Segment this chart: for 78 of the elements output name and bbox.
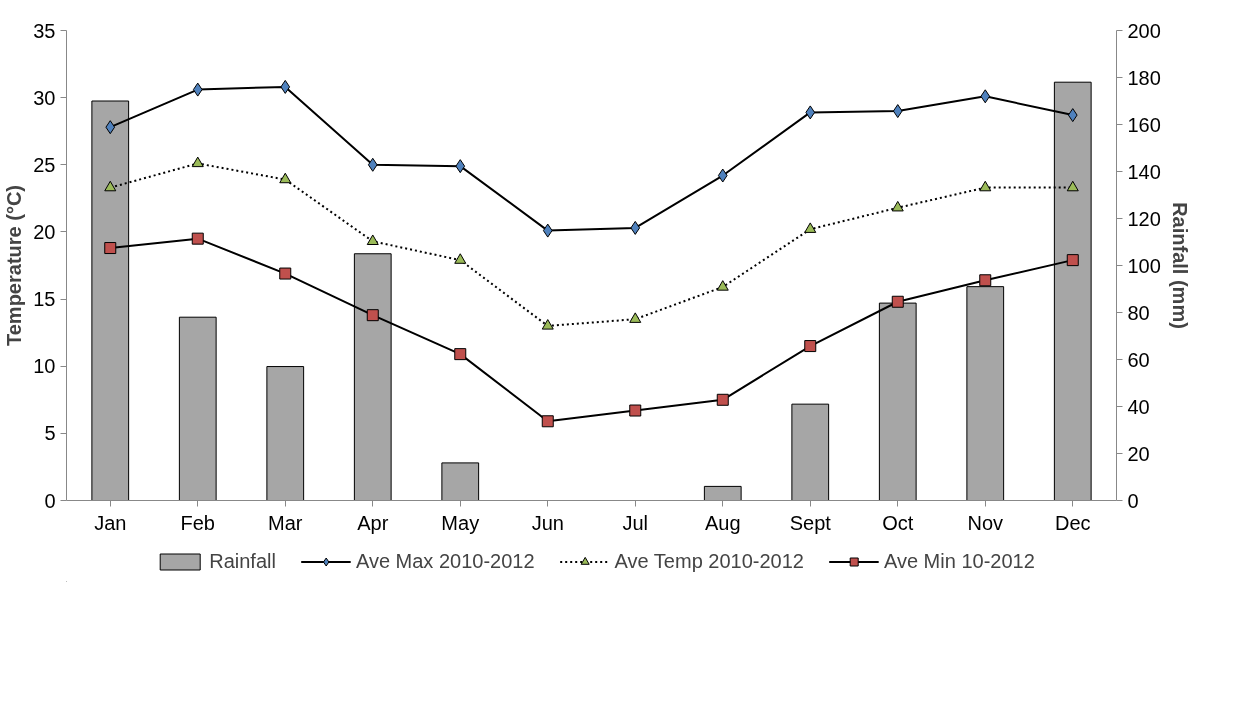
point bbox=[892, 104, 903, 119]
point bbox=[541, 415, 554, 428]
point bbox=[804, 340, 817, 353]
point bbox=[979, 180, 992, 192]
point bbox=[1066, 254, 1079, 267]
point bbox=[630, 220, 641, 235]
bar bbox=[703, 485, 742, 501]
point bbox=[629, 312, 642, 323]
legend-label: Rainfall bbox=[209, 549, 276, 573]
y-tick-label: 0 bbox=[44, 489, 56, 512]
y2-tick-label: 140 bbox=[1127, 160, 1161, 183]
point bbox=[105, 120, 116, 135]
point bbox=[191, 156, 204, 168]
point bbox=[366, 309, 379, 322]
y-tick-label: 5 bbox=[44, 422, 56, 445]
y-tick-label: 25 bbox=[33, 153, 56, 176]
bar bbox=[178, 316, 217, 501]
x-tick-label: Sept bbox=[789, 511, 832, 534]
x-tick-label: Feb bbox=[180, 511, 215, 534]
point bbox=[891, 200, 904, 212]
y2-axis-title: Rainfall (mm) bbox=[1168, 202, 1191, 329]
y2-tick-label: 120 bbox=[1127, 207, 1161, 230]
x-tick-label: Jul bbox=[622, 511, 649, 534]
x-tick-label: Apr bbox=[357, 511, 389, 534]
point bbox=[191, 232, 204, 245]
x-tick-label: Jan bbox=[94, 511, 127, 534]
point bbox=[454, 348, 467, 361]
legend-label: Ave Min 10-2012 bbox=[883, 549, 1035, 573]
point bbox=[805, 105, 816, 120]
x-tick-label: Dec bbox=[1054, 511, 1091, 534]
y2-tick-label: 180 bbox=[1127, 66, 1161, 89]
y2-tick-label: 200 bbox=[1127, 19, 1161, 42]
bar bbox=[266, 366, 305, 501]
point bbox=[891, 295, 904, 308]
y2-tick-label: 20 bbox=[1127, 442, 1150, 465]
x-tick-label: Mar bbox=[268, 511, 303, 534]
point bbox=[980, 89, 991, 104]
y-tick-label: 20 bbox=[33, 220, 56, 243]
point bbox=[104, 242, 117, 255]
legend-label: Ave Max 2010-2012 bbox=[355, 549, 535, 573]
x-tick-label: Nov bbox=[967, 511, 1004, 534]
point bbox=[104, 180, 117, 192]
point bbox=[717, 168, 728, 183]
point bbox=[1067, 108, 1078, 123]
y-tick-label: 15 bbox=[33, 288, 56, 311]
point bbox=[366, 234, 379, 245]
legend-label: Ave Temp 2010-2012 bbox=[614, 549, 804, 573]
bar bbox=[441, 462, 480, 501]
point bbox=[716, 393, 729, 406]
point bbox=[279, 172, 292, 184]
y2-tick-label: 100 bbox=[1127, 254, 1161, 277]
point bbox=[192, 82, 203, 97]
y-tick-label: 35 bbox=[33, 19, 56, 42]
point bbox=[716, 280, 729, 291]
y-tick-label: 10 bbox=[33, 355, 56, 378]
y2-tick-label: 80 bbox=[1127, 301, 1150, 324]
point bbox=[804, 222, 817, 233]
y2-tick-label: 0 bbox=[1127, 489, 1139, 512]
y2-tick-label: 160 bbox=[1127, 113, 1161, 136]
y-axis-title: Temperature (°C) bbox=[3, 184, 26, 346]
point bbox=[1066, 180, 1079, 192]
point bbox=[629, 404, 642, 417]
y2-tick-label: 40 bbox=[1127, 395, 1150, 418]
point bbox=[455, 159, 466, 174]
x-tick-label: May bbox=[441, 511, 480, 534]
point bbox=[541, 319, 554, 330]
x-tick-label: Oct bbox=[882, 511, 914, 534]
point bbox=[280, 79, 291, 94]
y-tick-label: 30 bbox=[33, 86, 56, 109]
point bbox=[542, 223, 553, 238]
point bbox=[979, 274, 992, 287]
point bbox=[367, 157, 378, 172]
point bbox=[279, 267, 292, 280]
x-tick-label: Jun bbox=[531, 511, 564, 534]
bar bbox=[791, 403, 830, 501]
point bbox=[454, 253, 467, 264]
y2-tick-label: 60 bbox=[1127, 348, 1150, 371]
x-tick-label: Aug bbox=[704, 511, 741, 534]
